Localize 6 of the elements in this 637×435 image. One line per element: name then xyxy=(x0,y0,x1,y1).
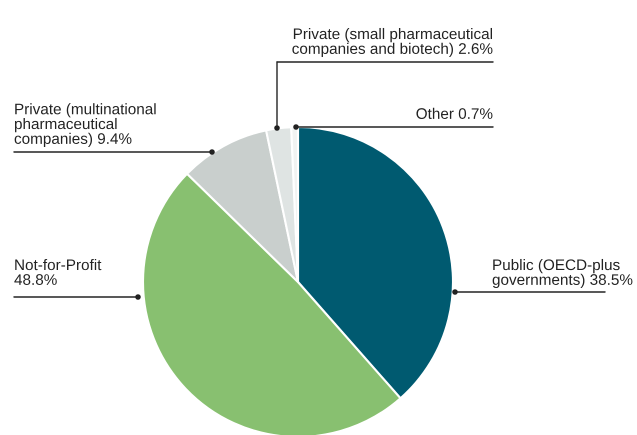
slice-label: Not-for-Profit xyxy=(15,258,102,270)
slice-label: Private (multinational pharmaceutical companies) 9.4% xyxy=(14,103,156,147)
slice-label: Private (small pharmaceutical companies and biotech) 2.6% xyxy=(292,28,492,57)
slice-label: Public (OECD-plus governments) 38.5% xyxy=(492,258,632,288)
data-label: 48.8% xyxy=(14,274,57,285)
slice-label: Other 0.7% xyxy=(416,108,492,119)
